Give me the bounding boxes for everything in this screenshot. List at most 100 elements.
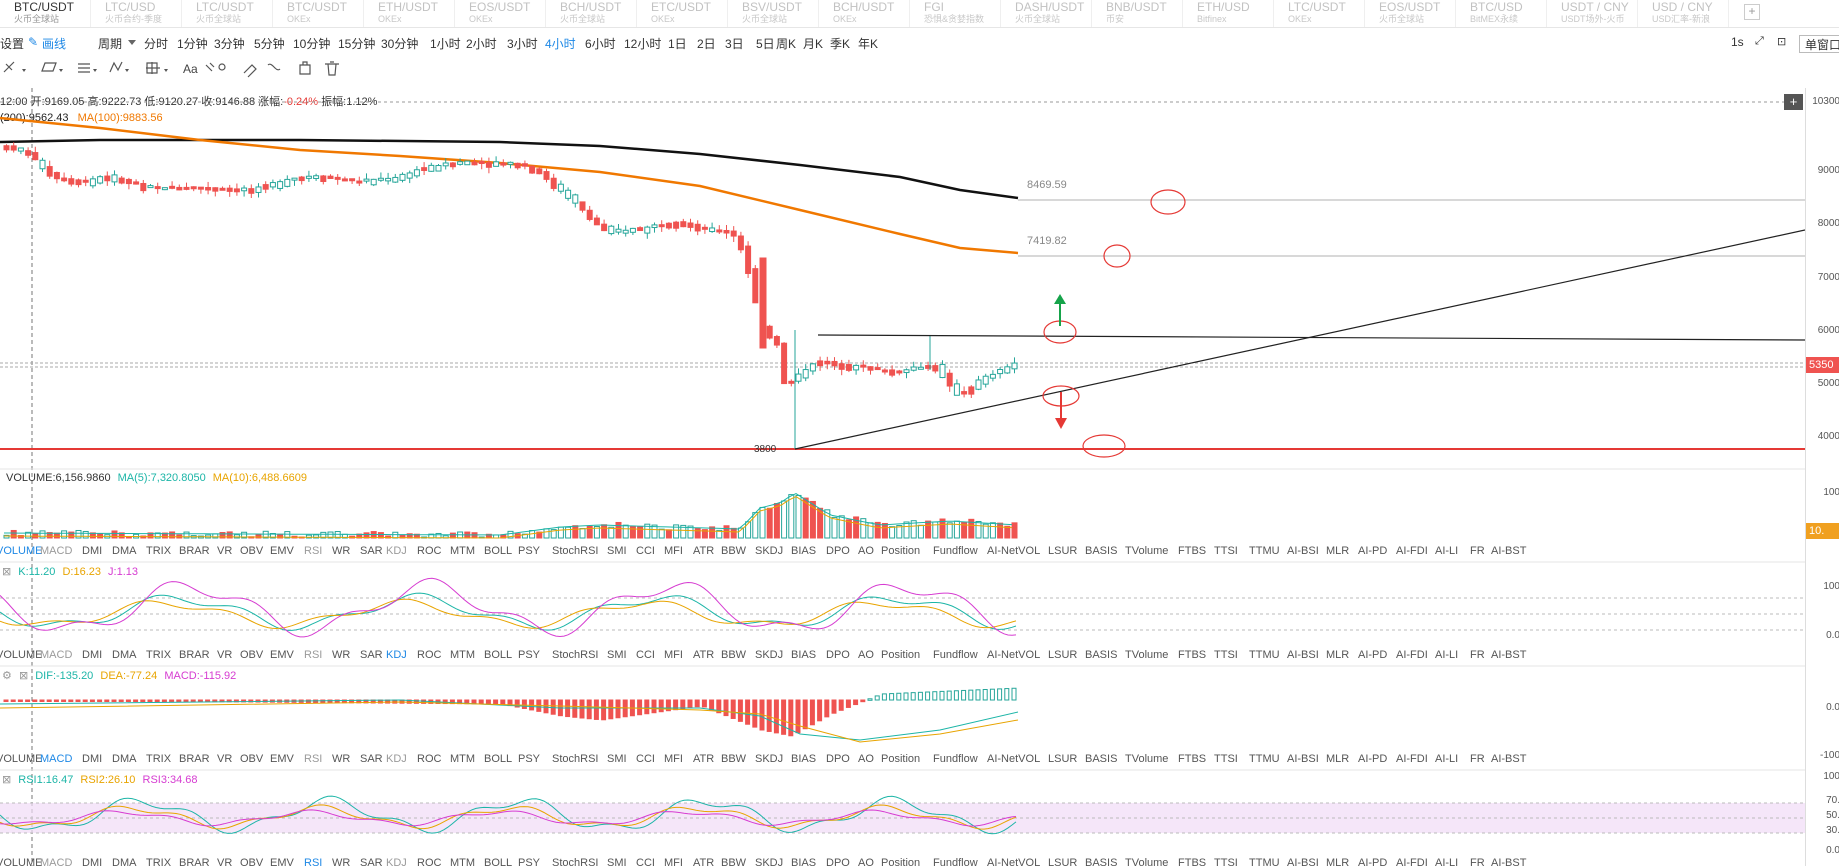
indicator-option[interactable]: BBW [721, 753, 747, 765]
indicator-option[interactable]: DPO [826, 649, 850, 661]
price-axis[interactable]: 10300 9000 8000 7000 6000 5000 4000 100 … [1805, 88, 1839, 866]
indicator-option[interactable]: AI-FDI [1396, 649, 1428, 661]
indicator-option[interactable]: TRIX [146, 649, 172, 661]
symbol-tab[interactable]: LTC/USDT 火币全球站 [182, 0, 273, 27]
indicator-option[interactable]: StochRSI [552, 857, 599, 866]
period-option[interactable]: 3分钟 [214, 37, 245, 51]
indicator-option[interactable]: PSY [518, 857, 541, 866]
period-option[interactable]: 2日 [697, 37, 716, 51]
indicator-option[interactable]: AI-LI [1435, 545, 1459, 557]
indicator-option[interactable]: StochRSI [552, 649, 599, 661]
indicator-option[interactable]: FR [1470, 753, 1485, 765]
symbol-tab[interactable]: USDT / CNY USDT场外-火币 [1547, 0, 1638, 27]
indicator-option[interactable]: BIAS [791, 545, 817, 557]
close-icon[interactable]: ⊠ [2, 774, 12, 786]
indicator-option[interactable]: VR [217, 545, 233, 557]
close-icon[interactable]: ⊠ [2, 566, 12, 578]
indicator-option[interactable]: Fundflow [933, 857, 978, 866]
period-option[interactable]: 月K [803, 37, 824, 51]
indicator-option[interactable]: ATR [693, 753, 715, 765]
indicator-option[interactable]: ROC [417, 545, 442, 557]
indicator-option[interactable]: EMV [270, 649, 294, 661]
period-option[interactable]: 30分钟 [381, 37, 419, 51]
indicator-option[interactable]: BASIS [1085, 857, 1118, 866]
indicator-option[interactable]: WR [332, 857, 351, 866]
period-option[interactable]: 12小时 [624, 37, 662, 51]
indicator-option[interactable]: TTMU [1249, 857, 1280, 866]
indicator-option[interactable]: MFI [664, 857, 683, 866]
indicator-option[interactable]: AI-BSI [1287, 753, 1319, 765]
period-option[interactable]: 分时 [144, 37, 169, 51]
indicator-option[interactable]: RSI [304, 649, 323, 661]
indicator-option[interactable]: BASIS [1085, 545, 1118, 557]
indicator-option[interactable]: ROC [417, 649, 442, 661]
period-option[interactable]: 2小时 [466, 37, 497, 51]
indicator-option[interactable]: EMV [270, 545, 294, 557]
indicator-option[interactable]: DMA [112, 649, 137, 661]
indicator-option[interactable]: VR [217, 857, 233, 866]
indicator-option[interactable]: Position [881, 857, 921, 866]
symbol-tab[interactable]: EOS/USDT OKEx [455, 0, 546, 27]
indicator-option[interactable]: CCI [636, 649, 655, 661]
period-option[interactable]: 3日 [725, 37, 744, 51]
symbol-tab[interactable]: BCH/USDT OKEx [819, 0, 910, 27]
indicator-option[interactable]: BOLL [484, 545, 513, 557]
indicator-option[interactable]: EMV [270, 753, 294, 765]
indicator-option[interactable]: BRAR [179, 857, 210, 866]
symbol-tab[interactable]: FGI 恐惧&贪婪指数 [910, 0, 1001, 27]
indicator-option[interactable]: AI-BST [1491, 857, 1527, 866]
single-window-button[interactable]: 单窗口 [1799, 35, 1839, 53]
indicator-option[interactable]: OBV [240, 753, 264, 765]
screenshot-icon[interactable]: ⊡ [1777, 36, 1787, 48]
indicator-option[interactable]: RSI [304, 545, 323, 557]
indicator-option[interactable]: MLR [1326, 857, 1350, 866]
indicator-option[interactable]: KDJ [386, 753, 407, 765]
indicator-option[interactable]: VR [217, 649, 233, 661]
indicator-option[interactable]: LSUR [1048, 545, 1078, 557]
indicator-option[interactable]: TVolume [1125, 753, 1169, 765]
indicator-option[interactable]: FR [1470, 545, 1485, 557]
settings-button[interactable]: 设置 [0, 37, 25, 51]
period-option[interactable]: 3小时 [507, 37, 538, 51]
indicator-option[interactable]: RSI [304, 753, 323, 765]
indicator-option[interactable]: VR [217, 753, 233, 765]
period-option[interactable]: 5日 [756, 37, 775, 51]
symbol-tab[interactable]: USD / CNY USD汇率-新浪 [1638, 0, 1729, 27]
indicator-option[interactable]: BIAS [791, 649, 817, 661]
indicator-option[interactable]: MACD [40, 545, 73, 557]
indicator-option[interactable]: BBW [721, 545, 747, 557]
indicator-option[interactable]: DMA [112, 545, 137, 557]
indicator-option[interactable]: KDJ [386, 649, 407, 661]
indicator-option[interactable]: AI-BST [1491, 649, 1527, 661]
indicator-option[interactable]: AI-PD [1358, 545, 1388, 557]
symbol-tab[interactable]: BTC/USDT OKEx [273, 0, 364, 27]
indicator-option[interactable]: Fundflow [933, 753, 978, 765]
indicator-option[interactable]: VOLUME [0, 545, 43, 557]
indicator-option[interactable]: AI-LI [1435, 857, 1459, 866]
indicator-option[interactable]: AI-NetVOL [987, 857, 1041, 866]
indicator-option[interactable]: TRIX [146, 857, 172, 866]
symbol-tab[interactable]: BNB/USDT 币安 [1092, 0, 1183, 27]
indicator-option[interactable]: SKDJ [755, 857, 784, 866]
period-option[interactable]: 6小时 [585, 37, 616, 51]
period-dropdown[interactable]: 周期 [98, 37, 123, 51]
period-option[interactable]: 1分钟 [177, 37, 208, 51]
indicator-option[interactable]: AI-FDI [1396, 753, 1428, 765]
indicator-option[interactable]: AI-LI [1435, 649, 1459, 661]
symbol-tab[interactable]: ETH/USD Bitfinex [1183, 0, 1274, 27]
indicator-option[interactable]: BIAS [791, 753, 817, 765]
indicator-option[interactable]: LSUR [1048, 753, 1078, 765]
indicator-option[interactable]: TTSI [1214, 545, 1238, 557]
indicator-option[interactable]: TRIX [146, 753, 172, 765]
refresh-interval[interactable]: 1s [1731, 35, 1744, 49]
indicator-option[interactable]: Fundflow [933, 649, 978, 661]
indicator-option[interactable]: BRAR [179, 649, 210, 661]
indicator-option[interactable]: MLR [1326, 753, 1350, 765]
symbol-tab[interactable]: DASH/USDT 火币全球站 [1001, 0, 1092, 27]
period-option[interactable]: 年K [858, 37, 879, 51]
indicator-option[interactable]: AI-BSI [1287, 649, 1319, 661]
indicator-option[interactable]: BIAS [791, 857, 817, 866]
indicator-option[interactable]: CCI [636, 753, 655, 765]
indicator-option[interactable]: OBV [240, 545, 264, 557]
indicator-option[interactable]: SMI [607, 545, 627, 557]
